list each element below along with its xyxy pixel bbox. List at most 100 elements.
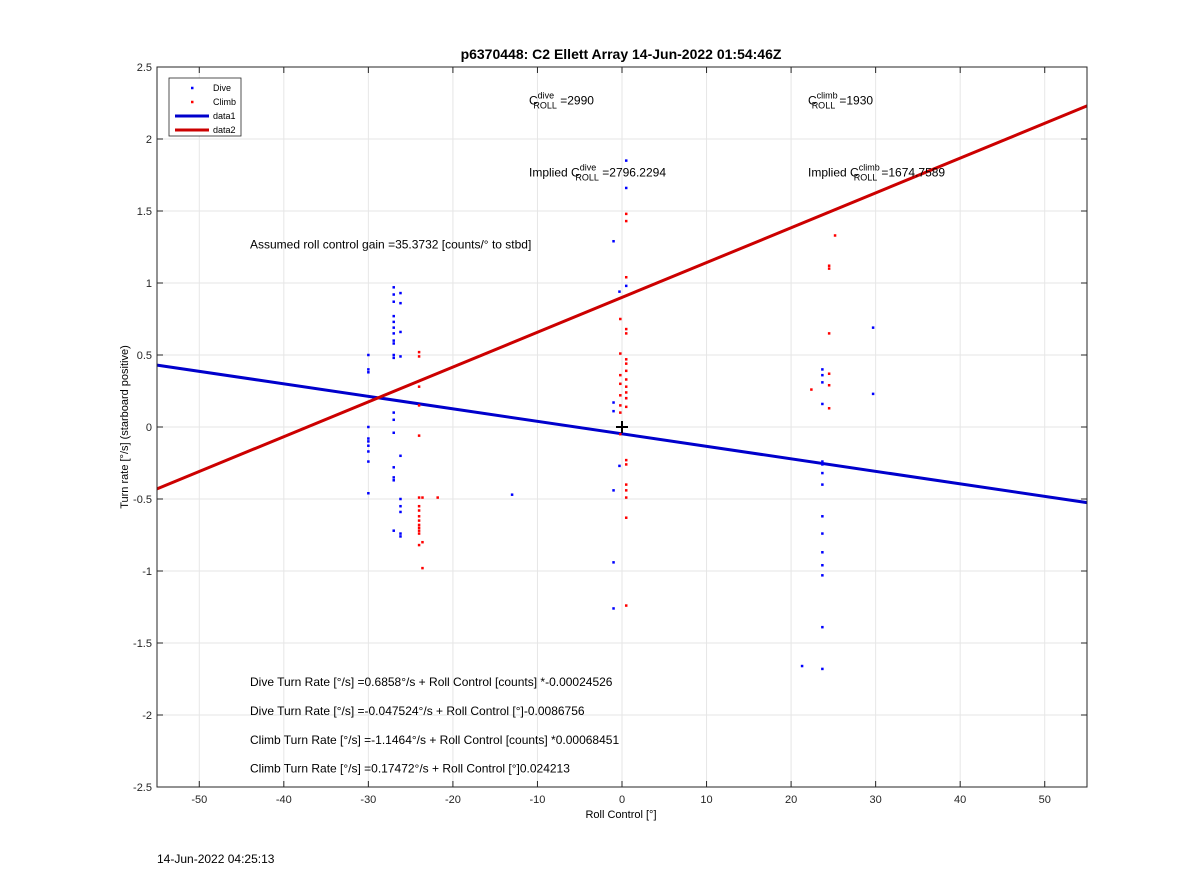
climb-point (619, 411, 622, 414)
dive-point (618, 290, 621, 293)
dive-point (510, 493, 514, 496)
dive-point (392, 300, 395, 303)
dive-point (871, 392, 875, 396)
dive-point (612, 409, 615, 413)
legend-box (168, 77, 242, 137)
legend-label-data2: data2 (213, 125, 236, 135)
climb-point (417, 404, 421, 407)
fit-line-data1 (156, 363, 1088, 505)
climb-point (417, 526, 421, 530)
dive-point (367, 450, 370, 453)
annotation-c-roll-dive: Cdive ROLL =2990 (529, 90, 594, 110)
dive-point (612, 607, 615, 610)
climb-point (619, 373, 622, 377)
chart-title: p6370448: C2 Ellett Array 14-Jun-2022 01… (461, 46, 782, 62)
dive-point (821, 515, 824, 518)
climb-point (624, 369, 628, 373)
dive-point (367, 460, 370, 463)
dive-point (821, 460, 824, 463)
climb-point (624, 405, 628, 409)
y-tick-label: 0.5 (137, 350, 152, 362)
climb-point (421, 496, 424, 499)
dive-point (821, 381, 824, 384)
y-tick-label: 2.5 (137, 62, 152, 74)
dive-point (624, 284, 628, 288)
y-tick-label: -2.5 (133, 782, 152, 794)
plot-frame (156, 66, 1088, 788)
dive-point (392, 320, 395, 324)
dive-point (399, 497, 402, 501)
climb-point (624, 463, 628, 466)
climb-point (827, 332, 831, 335)
dive-point (821, 402, 824, 406)
y-tick-label: -2 (142, 710, 152, 722)
dive-point (392, 418, 395, 422)
dive-point (821, 471, 824, 475)
climb-point (417, 504, 421, 508)
dive-point (392, 293, 395, 296)
climb-point (624, 212, 628, 216)
dive-point (392, 332, 395, 335)
dive-point (392, 476, 395, 479)
dive-point (399, 454, 402, 458)
dive-point (392, 529, 395, 532)
x-tick-label: -40 (276, 794, 292, 806)
climb-point (827, 407, 831, 410)
dive-point (612, 401, 615, 404)
annotation-eq4: Climb Turn Rate [°/s] =0.17472°/s + Roll… (250, 762, 570, 776)
legend-marker-climb (191, 100, 194, 104)
climb-point (624, 385, 628, 388)
climb-point (827, 267, 831, 270)
climb-point (417, 515, 421, 518)
dive-point (367, 437, 370, 440)
dive-point (399, 291, 402, 295)
climb-point (619, 404, 622, 407)
climb-point (624, 516, 628, 519)
dive-point (367, 440, 370, 443)
climb-point (417, 543, 421, 547)
dive-point (871, 326, 875, 329)
y-tick-label: -1 (142, 566, 152, 578)
annotation-eq3: Climb Turn Rate [°/s] =-1.1464°/s + Roll… (250, 733, 619, 747)
dive-point (367, 368, 370, 371)
climb-point (436, 496, 439, 499)
x-tick-label: 10 (700, 794, 712, 806)
dive-point (821, 373, 824, 377)
legend-label-dive: Dive (213, 83, 231, 93)
y-tick-label: 1.5 (137, 206, 152, 218)
x-tick-label: 30 (870, 794, 882, 806)
dive-point (367, 491, 370, 495)
dive-point (392, 353, 395, 357)
x-tick-label: -30 (360, 794, 376, 806)
climb-point (624, 327, 628, 331)
y-tick-label: -1.5 (133, 638, 152, 650)
climb-point (624, 391, 628, 394)
climb-point (417, 529, 421, 532)
climb-point (417, 355, 421, 358)
climb-point (624, 396, 628, 400)
dive-point (392, 286, 395, 289)
annotation-implied-climb: Implied Cclimb ROLL =1674.7589 (808, 162, 945, 182)
dive-point (612, 561, 615, 564)
x-axis-label: Roll Control [°] (585, 809, 656, 821)
climb-point (624, 378, 628, 381)
climb-point (619, 317, 622, 321)
y-tick-label: -0.5 (133, 494, 152, 506)
annotation-eq2: Dive Turn Rate [°/s] =-0.047524°/s + Rol… (250, 704, 585, 718)
dive-point (392, 326, 395, 329)
legend-marker-dive (191, 86, 194, 90)
dive-point (392, 411, 395, 414)
climb-point (624, 362, 628, 365)
dive-point (821, 368, 824, 371)
dive-point (392, 479, 395, 482)
dive-point (392, 431, 395, 435)
dive-point (399, 504, 402, 508)
climb-point (827, 372, 831, 375)
climb-point (624, 496, 628, 499)
dive-point (367, 425, 370, 429)
origin-plus-marker (616, 421, 628, 433)
dive-point (399, 532, 402, 535)
dive-point (392, 339, 395, 342)
dive-point (821, 463, 824, 466)
